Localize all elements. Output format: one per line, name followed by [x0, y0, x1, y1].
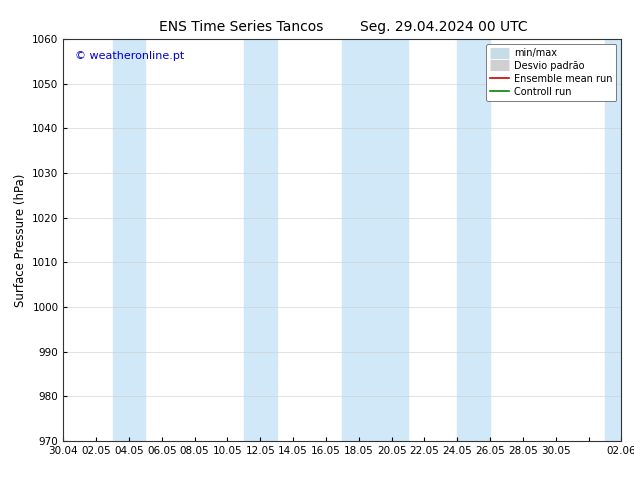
- Legend: min/max, Desvio padrão, Ensemble mean run, Controll run: min/max, Desvio padrão, Ensemble mean ru…: [486, 44, 616, 100]
- Text: ENS Time Series Tancos: ENS Time Series Tancos: [158, 20, 323, 34]
- Bar: [457, 39, 490, 441]
- Bar: [113, 39, 145, 441]
- Text: © weatheronline.pt: © weatheronline.pt: [75, 51, 184, 61]
- Bar: [244, 39, 276, 441]
- Bar: [342, 39, 408, 441]
- Bar: [605, 39, 634, 441]
- Y-axis label: Surface Pressure (hPa): Surface Pressure (hPa): [14, 173, 27, 307]
- Text: Seg. 29.04.2024 00 UTC: Seg. 29.04.2024 00 UTC: [360, 20, 527, 34]
